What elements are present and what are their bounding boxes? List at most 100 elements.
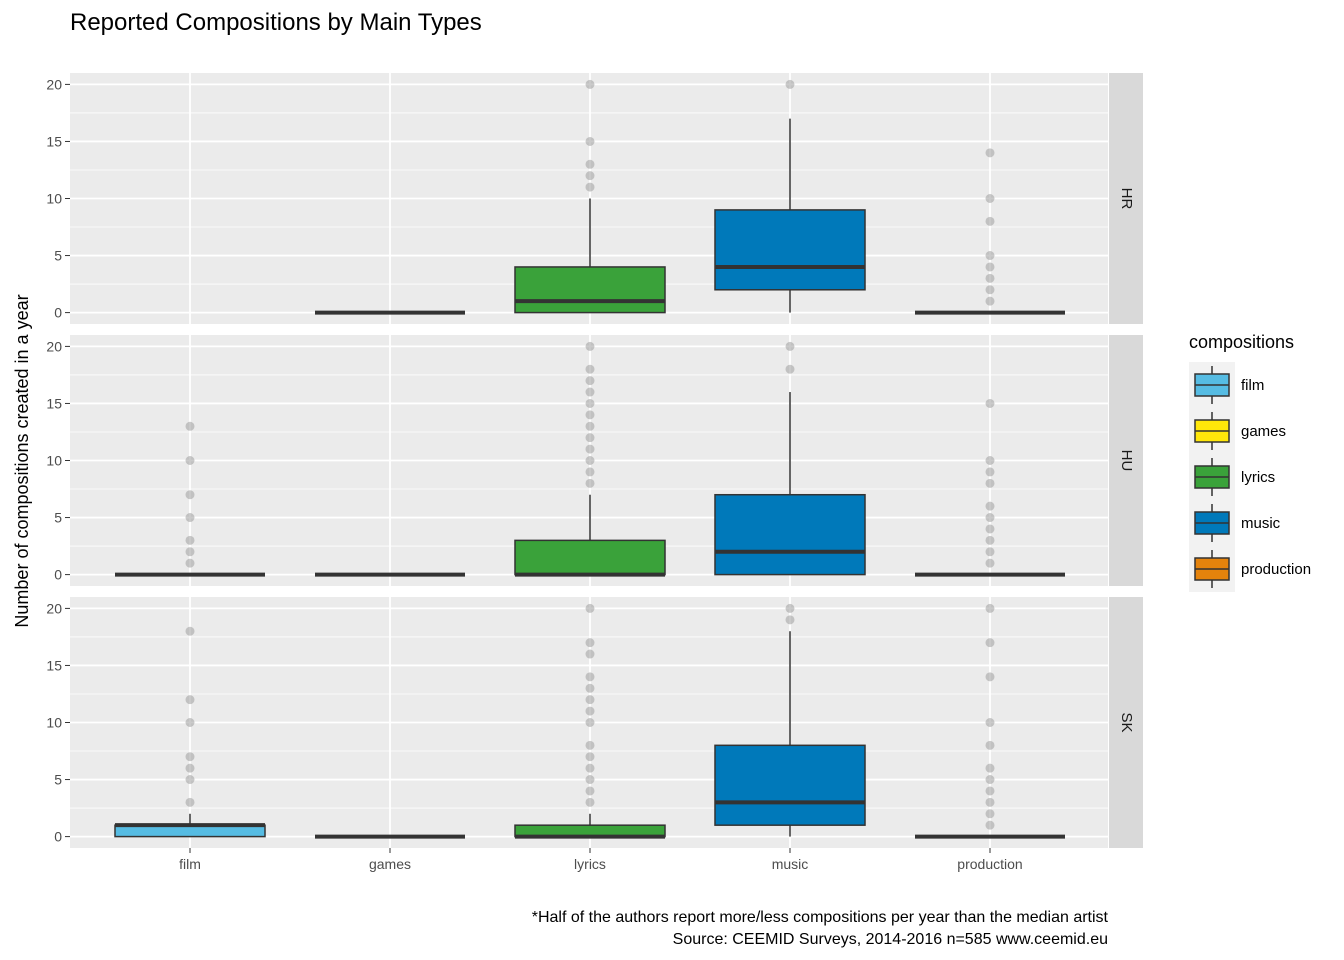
legend-title: compositions [1189, 332, 1294, 352]
facet-panel-hr: 0 5 10 15 20 HR [46, 73, 1143, 324]
y-tick-label: 20 [46, 600, 62, 616]
legend-label: music [1241, 515, 1281, 532]
outlier-point [185, 535, 195, 545]
box-lyrics [514, 79, 666, 314]
outlier-point [785, 341, 795, 351]
caption-line-2: Source: CEEMID Surveys, 2014-2016 n=585 … [673, 931, 1108, 948]
outlier-point [785, 364, 795, 374]
outlier-point [585, 410, 595, 420]
outlier-point [985, 216, 995, 226]
outlier-point [985, 251, 995, 261]
outlier-point [585, 182, 595, 192]
box-music [714, 603, 866, 837]
outlier-point [585, 638, 595, 648]
box-production [915, 398, 1065, 577]
y-tick-label: 5 [54, 248, 62, 264]
legend-label: production [1241, 561, 1311, 578]
outlier-point [985, 398, 995, 408]
outlier-point [185, 456, 195, 465]
box-lyrics [514, 603, 666, 839]
y-tick-label: 5 [54, 772, 62, 788]
outlier-point [185, 513, 195, 523]
outlier-point [985, 638, 995, 648]
outlier-point [185, 763, 195, 773]
y-tick-label: 0 [54, 829, 62, 845]
outlier-point [585, 706, 595, 716]
facet-panel-sk: 0 5 10 15 20 SK [46, 597, 1143, 848]
outlier-point [585, 718, 595, 727]
outlier-point [185, 490, 195, 500]
outlier-point [585, 797, 595, 807]
outlier-point [585, 171, 595, 181]
facet-strip [1109, 73, 1143, 324]
outlier-point [185, 547, 195, 557]
legend-label: film [1241, 377, 1264, 394]
y-tick-label: 10 [46, 191, 62, 207]
facet-panels: 0 5 10 15 20 HR 0 5 10 15 20 HU 0 5 10 15 20 SK [46, 73, 1143, 848]
y-tick-label: 20 [46, 338, 62, 354]
x-axis: film games lyrics music production [179, 848, 1023, 872]
outlier-point [185, 718, 195, 727]
legend-item-production: production [1189, 546, 1311, 592]
outlier-point [985, 718, 995, 727]
outlier-point [585, 433, 595, 443]
box-music [714, 79, 866, 313]
outlier-point [585, 159, 595, 169]
y-tick-label: 20 [46, 76, 62, 92]
outlier-point [985, 740, 995, 750]
outlier-point [585, 136, 595, 146]
outlier-point [985, 535, 995, 545]
box-iqr [514, 539, 666, 576]
outlier-point [585, 467, 595, 477]
outlier-point [985, 285, 995, 295]
outlier-point [185, 775, 195, 785]
outlier-point [585, 421, 595, 431]
legend-item-film: film [1189, 362, 1264, 408]
outlier-point [785, 603, 795, 613]
facet-strip-label: HR [1118, 188, 1135, 210]
x-tick-label: lyrics [574, 856, 606, 872]
box-film [115, 421, 265, 577]
x-tick-label: film [179, 856, 201, 872]
y-tick-label: 10 [46, 715, 62, 731]
legend-item-music: music [1189, 500, 1281, 546]
outlier-point [985, 513, 995, 523]
box-iqr [714, 209, 866, 291]
facet-strip-label: SK [1118, 712, 1135, 732]
outlier-point [585, 649, 595, 659]
box-iqr [714, 493, 866, 576]
legend-label: lyrics [1241, 469, 1275, 486]
outlier-point [785, 615, 795, 625]
outlier-point [985, 797, 995, 807]
outlier-point [185, 421, 195, 431]
outlier-point [185, 558, 195, 568]
outlier-point [985, 547, 995, 557]
facet-strip [1109, 597, 1143, 848]
outlier-point [985, 603, 995, 613]
outlier-point [585, 695, 595, 705]
x-tick-label: production [957, 856, 1022, 872]
legend-label: games [1241, 423, 1286, 440]
legend-item-games: games [1189, 408, 1286, 454]
outlier-point [585, 364, 595, 374]
outlier-point [585, 387, 595, 397]
outlier-point [585, 398, 595, 408]
outlier-point [185, 626, 195, 636]
box-music [714, 341, 866, 576]
outlier-point [985, 273, 995, 283]
outlier-point [985, 820, 995, 830]
facet-strip-label: HU [1118, 450, 1135, 472]
box-film [114, 626, 266, 838]
outlier-point [585, 775, 595, 785]
outlier-point [985, 809, 995, 819]
outlier-point [585, 740, 595, 750]
outlier-point [985, 558, 995, 568]
box-production [915, 148, 1065, 315]
outlier-point [985, 467, 995, 477]
y-tick-label: 5 [54, 510, 62, 526]
outlier-point [185, 695, 195, 705]
outlier-point [985, 148, 995, 158]
outlier-point [985, 786, 995, 796]
outlier-point [985, 194, 995, 203]
outlier-point [985, 456, 995, 465]
